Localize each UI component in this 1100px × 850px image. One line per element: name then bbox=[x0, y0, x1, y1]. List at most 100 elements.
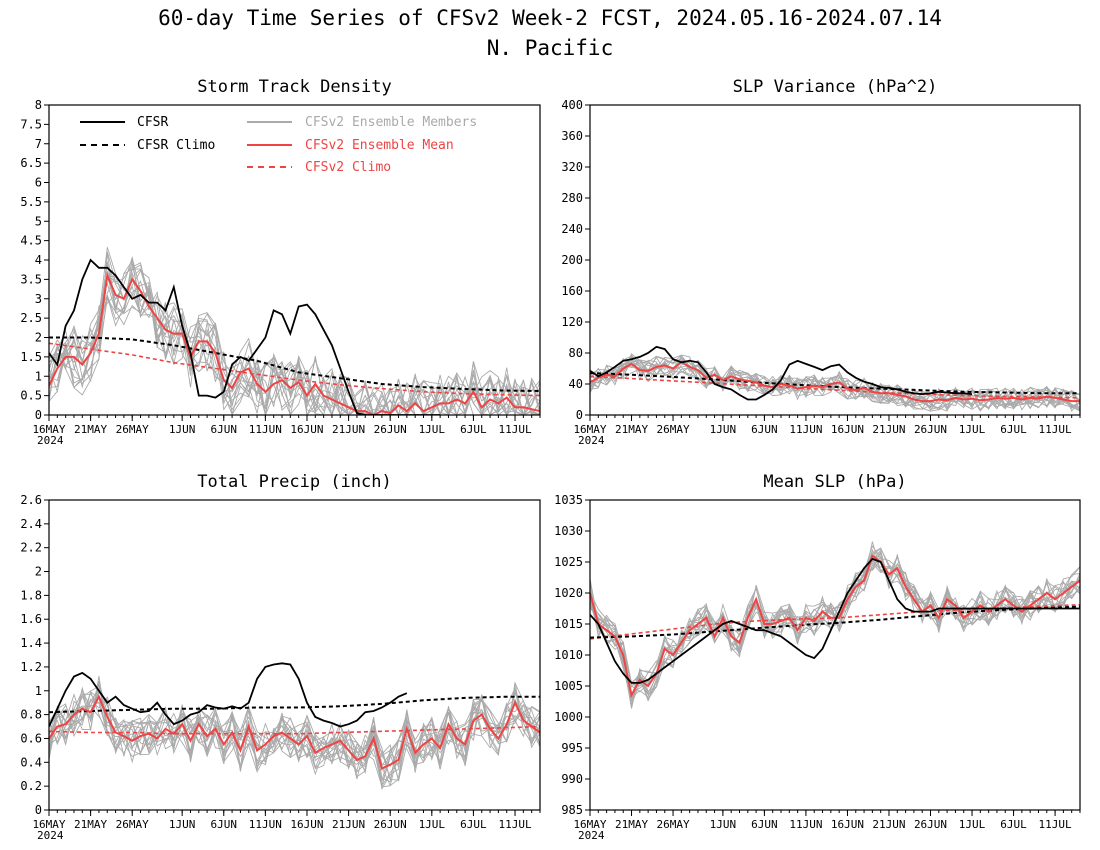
y-tick-label: 1005 bbox=[554, 679, 583, 693]
ensemble-mean-line bbox=[49, 694, 540, 770]
panel-frame bbox=[589, 499, 1081, 811]
x-tick-label: 16JUN bbox=[831, 818, 864, 831]
y-tick-label: 1.6 bbox=[20, 612, 42, 626]
y-tick-label: 0 bbox=[35, 803, 42, 817]
x-tick-label: 26JUN bbox=[914, 818, 947, 831]
y-tick-label: 2.2 bbox=[20, 541, 42, 555]
chart-panel-4: Mean SLP (hPa) 985 990 995 1000 1005 1010 1015 1… bbox=[554, 472, 1081, 842]
x-tick-label: 11JUL bbox=[498, 818, 531, 831]
x-year-label: 2024 bbox=[578, 434, 605, 447]
y-tick-label: 80 bbox=[569, 346, 583, 360]
ensemble-member-line bbox=[590, 548, 1080, 705]
ensemble-member-line bbox=[49, 272, 540, 415]
y-tick-label: 1020 bbox=[554, 586, 583, 600]
x-tick-label: 11JUL bbox=[498, 423, 531, 436]
x-tick-label: 16MAY bbox=[573, 818, 606, 831]
x-tick-label: 26MAY bbox=[656, 818, 689, 831]
x-tick-label: 1JUN bbox=[169, 818, 196, 831]
x-tick-label: 16JUN bbox=[290, 423, 323, 436]
legend-members-label: CFSv2 Ensemble Members bbox=[305, 115, 477, 130]
y-tick-label: 1035 bbox=[554, 493, 583, 507]
y-tick-label: 2 bbox=[35, 565, 42, 579]
x-tick-label: 21JUN bbox=[872, 423, 905, 436]
ensemble-member-line bbox=[590, 354, 1080, 409]
x-tick-label: 1JUN bbox=[169, 423, 196, 436]
ensemble-member-line bbox=[590, 547, 1080, 707]
ensemble-member-line bbox=[49, 253, 540, 415]
panel-title: Mean SLP (hPa) bbox=[763, 472, 906, 492]
x-tick-label: 16MAY bbox=[573, 423, 606, 436]
x-tick-label: 21MAY bbox=[615, 423, 648, 436]
y-tick-label: 1015 bbox=[554, 617, 583, 631]
y-tick-label: 4.5 bbox=[20, 234, 42, 248]
y-tick-label: 0.2 bbox=[20, 779, 42, 793]
x-tick-label: 1JUL bbox=[419, 423, 446, 436]
y-tick-label: 1.4 bbox=[20, 636, 42, 650]
legend-cfsr-climo-label: CFSR Climo bbox=[137, 138, 215, 153]
x-tick-label: 11JUN bbox=[789, 423, 822, 436]
x-tick-label: 1JUN bbox=[710, 423, 737, 436]
x-tick-label: 16MAY bbox=[32, 818, 65, 831]
x-tick-label: 11JUN bbox=[249, 818, 282, 831]
x-tick-label: 26JUN bbox=[374, 423, 407, 436]
y-tick-label: 7.5 bbox=[20, 117, 42, 131]
ensemble-member-line bbox=[49, 681, 540, 788]
ensemble-member-line bbox=[590, 544, 1080, 709]
y-tick-label: 1025 bbox=[554, 555, 583, 569]
y-tick-label: 400 bbox=[561, 98, 583, 112]
panel-frame bbox=[48, 499, 541, 811]
x-tick-label: 21JUN bbox=[332, 818, 365, 831]
ensemble-mean-line bbox=[590, 554, 1080, 699]
legend-cfsv2-climo-label: CFSv2 Climo bbox=[305, 160, 391, 175]
y-tick-label: 5.5 bbox=[20, 195, 42, 209]
legend-cfsr-label: CFSR bbox=[137, 115, 168, 130]
x-tick-label: 16JUN bbox=[290, 818, 323, 831]
y-tick-label: 3 bbox=[35, 292, 42, 306]
y-tick-label: 7 bbox=[35, 137, 42, 151]
y-tick-label: 4 bbox=[35, 253, 42, 267]
x-year-label: 2024 bbox=[37, 829, 64, 842]
x-tick-label: 26MAY bbox=[116, 423, 149, 436]
x-tick-label: 21MAY bbox=[615, 818, 648, 831]
y-tick-label: 2.4 bbox=[20, 517, 42, 531]
plot-area bbox=[590, 541, 1080, 709]
x-year-label: 2024 bbox=[37, 434, 64, 447]
y-tick-label: 1 bbox=[35, 369, 42, 383]
x-tick-label: 26MAY bbox=[116, 818, 149, 831]
y-tick-label: 200 bbox=[561, 253, 583, 267]
y-tick-label: 1.2 bbox=[20, 660, 42, 674]
ensemble-member-line bbox=[590, 556, 1080, 702]
y-tick-label: 990 bbox=[561, 772, 583, 786]
y-tick-label: 160 bbox=[561, 284, 583, 298]
figure-title: 60-day Time Series of CFSv2 Week-2 FCST,… bbox=[158, 6, 942, 30]
y-tick-label: 6.5 bbox=[20, 156, 42, 170]
ensemble-member-line bbox=[590, 564, 1080, 698]
x-tick-label: 16JUN bbox=[831, 423, 864, 436]
ensemble-member-line bbox=[590, 562, 1080, 702]
y-tick-label: 1010 bbox=[554, 648, 583, 662]
y-tick-label: 280 bbox=[561, 191, 583, 205]
cfsv2-climo-line bbox=[49, 725, 540, 735]
x-year-label: 2024 bbox=[578, 829, 605, 842]
x-tick-label: 11JUN bbox=[789, 818, 822, 831]
y-tick-label: 1030 bbox=[554, 524, 583, 538]
ensemble-member-line bbox=[49, 255, 540, 415]
ensemble-member-line bbox=[590, 354, 1080, 412]
y-tick-label: 0.8 bbox=[20, 708, 42, 722]
panel-title: Storm Track Density bbox=[197, 77, 391, 97]
x-tick-label: 21JUN bbox=[332, 423, 365, 436]
plot-area bbox=[590, 345, 1080, 412]
x-tick-label: 26MAY bbox=[656, 423, 689, 436]
y-tick-label: 0 bbox=[576, 408, 583, 422]
y-tick-label: 1.8 bbox=[20, 588, 42, 602]
y-tick-label: 40 bbox=[569, 377, 583, 391]
plot-area bbox=[49, 247, 540, 415]
y-tick-label: 5 bbox=[35, 214, 42, 228]
cfsr-line bbox=[590, 557, 1080, 684]
y-tick-label: 2.6 bbox=[20, 493, 42, 507]
y-tick-label: 0.4 bbox=[20, 755, 42, 769]
panel-frame bbox=[48, 104, 541, 416]
cfsr-climo-line bbox=[49, 336, 540, 392]
x-tick-label: 1JUL bbox=[959, 423, 986, 436]
